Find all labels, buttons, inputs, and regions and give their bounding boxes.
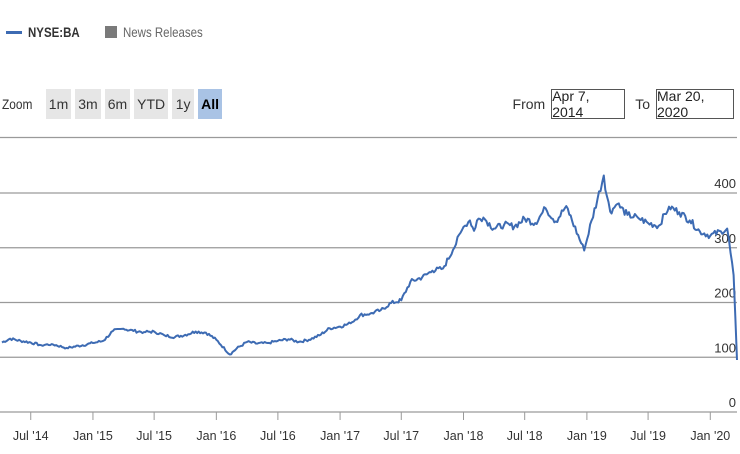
y-tick-label: 0 [729, 395, 736, 410]
x-tick-label: Jan '20 [690, 429, 730, 443]
x-tick-label: Jul '19 [630, 429, 666, 443]
zoom-controls: Zoom 1m 3m 6m YTD 1y All [2, 89, 223, 119]
legend-series-label: NYSE:BA [28, 24, 80, 40]
y-tick-label: 400 [714, 176, 736, 191]
legend-item-news[interactable]: News Releases [105, 24, 220, 40]
news-square-icon [105, 26, 118, 38]
from-date-input[interactable]: Apr 7, 2014 [551, 88, 626, 120]
x-tick-label: Jan '18 [444, 429, 484, 443]
x-tick-label: Jul '17 [383, 429, 419, 443]
series-line-icon [6, 30, 22, 34]
zoom-label: Zoom [2, 96, 33, 112]
y-tick-label: 100 [714, 340, 736, 355]
zoom-ytd-button[interactable]: YTD [134, 89, 169, 119]
x-tick-label: Jan '16 [196, 429, 236, 443]
x-tick-label: Jan '19 [567, 429, 607, 443]
x-tick-label: Jul '16 [260, 429, 296, 443]
zoom-1y-button[interactable]: 1y [172, 89, 195, 119]
to-label: To [635, 96, 650, 112]
legend: NYSE:BA News Releases [6, 24, 220, 40]
x-tick-label: Jan '17 [320, 429, 360, 443]
x-tick-label: Jan '15 [73, 429, 113, 443]
x-tick-label: Jul '15 [136, 429, 172, 443]
zoom-all-button[interactable]: All [198, 89, 223, 119]
series-line-nyse-ba [1, 174, 738, 361]
zoom-3m-button[interactable]: 3m [75, 89, 101, 119]
y-tick-label: 300 [714, 231, 736, 246]
legend-news-label: News Releases [123, 24, 203, 40]
from-label: From [512, 96, 546, 112]
date-range: From Apr 7, 2014 To Mar 20, 2020 [503, 88, 734, 120]
zoom-6m-button[interactable]: 6m [104, 89, 131, 119]
y-tick-label: 200 [714, 286, 736, 301]
zoom-1m-button[interactable]: 1m [45, 89, 72, 119]
x-tick-label: Jul '18 [507, 429, 543, 443]
legend-item-series[interactable]: NYSE:BA [6, 24, 91, 40]
x-tick-label: Jul '14 [13, 429, 49, 443]
to-date-input[interactable]: Mar 20, 2020 [656, 88, 734, 120]
